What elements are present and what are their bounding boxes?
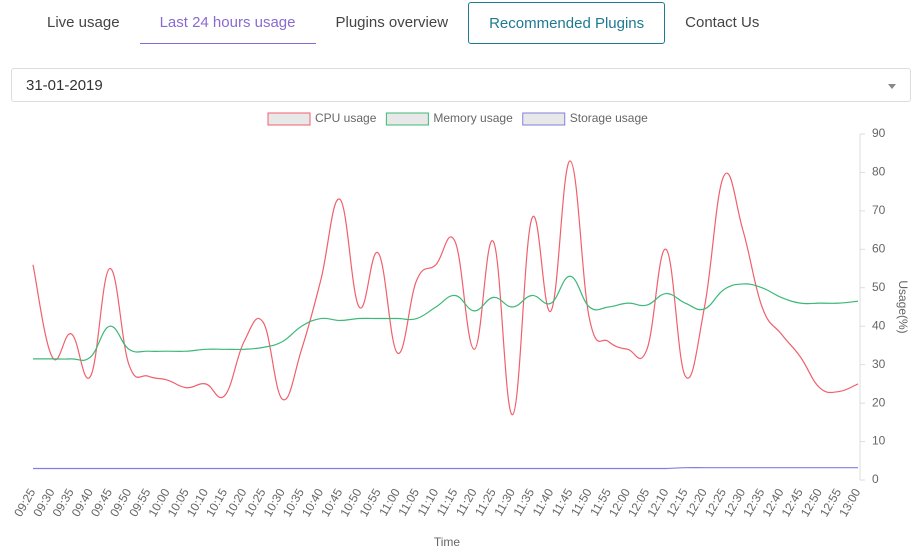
legend-label: Memory usage [433,111,513,125]
y-tick-label: 10 [872,434,886,448]
tab[interactable]: Live usage [47,14,120,31]
legend-label: Storage usage [570,111,648,125]
dropdown-arrow [888,84,896,89]
y-tick-label: 70 [872,203,886,217]
x-axis-title: Time [434,535,461,549]
series-line [33,275,859,361]
y-tick-label: 60 [872,242,886,256]
tab[interactable]: Plugins overview [335,14,449,31]
legend-swatch [385,112,429,126]
y-tick-label: 90 [872,126,886,140]
nav: Live usage Last 24 hours usage Plugins o… [0,2,779,46]
y-tick-label: 80 [872,165,886,179]
series-line [32,160,859,416]
y-axis-title: Usage(%) [896,280,910,333]
tab-highlight[interactable]: Recommended Plugins [468,2,666,44]
date-value: 31-01-2019 [26,77,103,94]
date-select[interactable]: 31-01-2019 [11,68,911,102]
y-tick-label: 0 [872,472,879,486]
y-tick-label: 20 [872,395,886,409]
y-tick-label: 30 [872,357,886,371]
tab-active[interactable]: Last 24 hours usage [139,2,316,44]
legend-swatch [267,112,311,126]
legend-label: CPU usage [315,111,377,125]
tab[interactable]: Contact Us [685,14,760,31]
legend-swatch [522,112,566,126]
x-tick-label: 13:00 [836,486,863,519]
y-tick-label: 40 [872,318,886,332]
y-tick-label: 50 [872,280,886,294]
series-line [33,467,858,470]
